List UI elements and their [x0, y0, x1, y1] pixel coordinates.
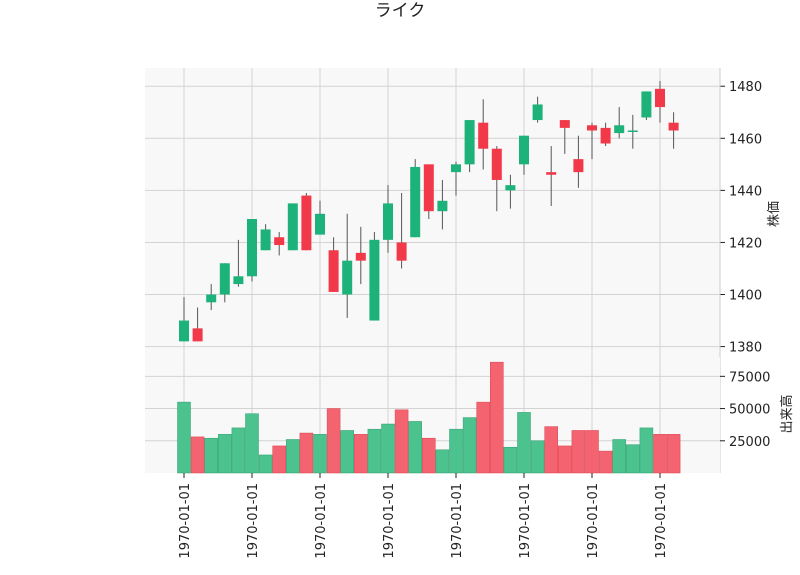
- price-tick-label: 1380: [729, 341, 762, 356]
- volume-tick-label: 25000: [729, 435, 770, 450]
- candle-body: [532, 104, 543, 121]
- volume-bar: [585, 430, 599, 474]
- volume-bar: [272, 445, 286, 474]
- volume-bar: [354, 434, 368, 474]
- volume-tick-label: 75000: [729, 370, 770, 385]
- volume-bar: [626, 444, 640, 474]
- price-tick-label: 1440: [729, 184, 762, 199]
- candle-body: [505, 185, 516, 191]
- volume-bar: [639, 427, 654, 474]
- volume-bar: [204, 437, 218, 474]
- volume-bar: [190, 436, 205, 474]
- candle-body: [655, 88, 665, 108]
- candle-body: [179, 320, 189, 342]
- price-tick-label: 1420: [729, 236, 762, 251]
- volume-bar: [517, 412, 531, 474]
- price-panel-background: [145, 68, 720, 357]
- candle-body: [301, 195, 312, 251]
- candle-body: [587, 125, 597, 131]
- candle-body: [519, 135, 529, 165]
- volume-axis-label: 出来高: [779, 394, 795, 433]
- candle-body: [355, 252, 366, 261]
- volume-bar: [598, 450, 613, 474]
- candle-body: [491, 148, 502, 180]
- volume-bar: [530, 440, 545, 474]
- candle-body: [260, 229, 271, 251]
- candle-body: [573, 159, 584, 173]
- candle-body: [478, 122, 489, 149]
- volume-bar: [544, 426, 558, 474]
- volume-bar: [286, 439, 300, 474]
- candle-body: [437, 200, 448, 212]
- x-tick-label: 1970-01-01: [586, 483, 601, 559]
- candle-body: [464, 120, 475, 165]
- volume-bar: [612, 439, 626, 474]
- volume-bar: [367, 428, 382, 474]
- candle-body: [600, 127, 611, 144]
- volume-bar: [177, 401, 191, 474]
- volume-bar: [381, 423, 395, 474]
- candle-body: [274, 237, 285, 246]
- x-tick-label: 1970-01-01: [178, 483, 193, 559]
- candle-body: [247, 219, 257, 277]
- price-tick-label: 1460: [729, 132, 762, 147]
- volume-bar: [666, 434, 681, 474]
- price-panel: 1380 1400 1420 1440 1460 1480: [145, 68, 762, 473]
- volume-bar: [326, 408, 341, 474]
- x-tick-label: 1970-01-01: [518, 483, 533, 559]
- candle-body: [614, 125, 625, 134]
- volume-bar: [462, 417, 477, 474]
- price-tick-label: 1480: [729, 80, 762, 95]
- volume-bar: [571, 430, 586, 474]
- candle-body: [342, 260, 353, 295]
- candle-body: [315, 213, 325, 235]
- candle-body: [668, 122, 679, 131]
- candle-body: [641, 91, 652, 118]
- volume-bar: [394, 409, 409, 474]
- volume-bar: [422, 437, 436, 474]
- candle-body: [233, 276, 244, 285]
- candle-body: [627, 130, 638, 132]
- price-axis-label: 株価: [767, 201, 782, 227]
- candle-body: [219, 263, 230, 295]
- candle-body: [396, 242, 407, 261]
- volume-bar: [408, 421, 422, 474]
- volume-bar: [490, 361, 504, 474]
- x-tick-label: 1970-01-01: [246, 483, 261, 559]
- candle-body: [369, 239, 380, 321]
- candle-body: [451, 164, 461, 173]
- volume-bar: [558, 445, 572, 474]
- chart-title: ライク: [375, 1, 426, 21]
- volume-bar: [449, 428, 463, 474]
- volume-bar: [245, 413, 259, 474]
- x-tick-label: 1970-01-01: [450, 483, 465, 559]
- candle-body: [423, 164, 434, 212]
- candle-body: [287, 203, 298, 251]
- volume-bar: [340, 430, 354, 474]
- x-tick-label: 1970-01-01: [314, 483, 329, 559]
- volume-bar: [258, 454, 273, 474]
- volume-bar: [435, 449, 450, 474]
- candle-body: [383, 203, 393, 240]
- x-axis: 1970-01-01 1970-01-01 1970-01-01 1970-01-01…: [178, 473, 669, 559]
- volume-bar: [218, 434, 232, 474]
- volume-bar: [503, 446, 518, 474]
- volume-panel: 25000 50000 75000: [145, 357, 770, 474]
- candle-body: [559, 120, 570, 128]
- candle-body: [328, 250, 339, 292]
- candle-body: [410, 166, 421, 238]
- candle-body: [206, 294, 217, 303]
- candle-body: [192, 328, 203, 342]
- price-tick-label: 1400: [729, 289, 762, 304]
- volume-bar: [299, 432, 314, 474]
- volume-bar: [231, 427, 246, 474]
- volume-tick-label: 50000: [729, 403, 770, 418]
- x-tick-label: 1970-01-01: [654, 483, 669, 559]
- x-tick-label: 1970-01-01: [382, 483, 397, 559]
- volume-bar: [476, 401, 490, 474]
- candle-body: [546, 172, 557, 175]
- volume-bar: [653, 434, 667, 474]
- volume-bar: [313, 434, 327, 474]
